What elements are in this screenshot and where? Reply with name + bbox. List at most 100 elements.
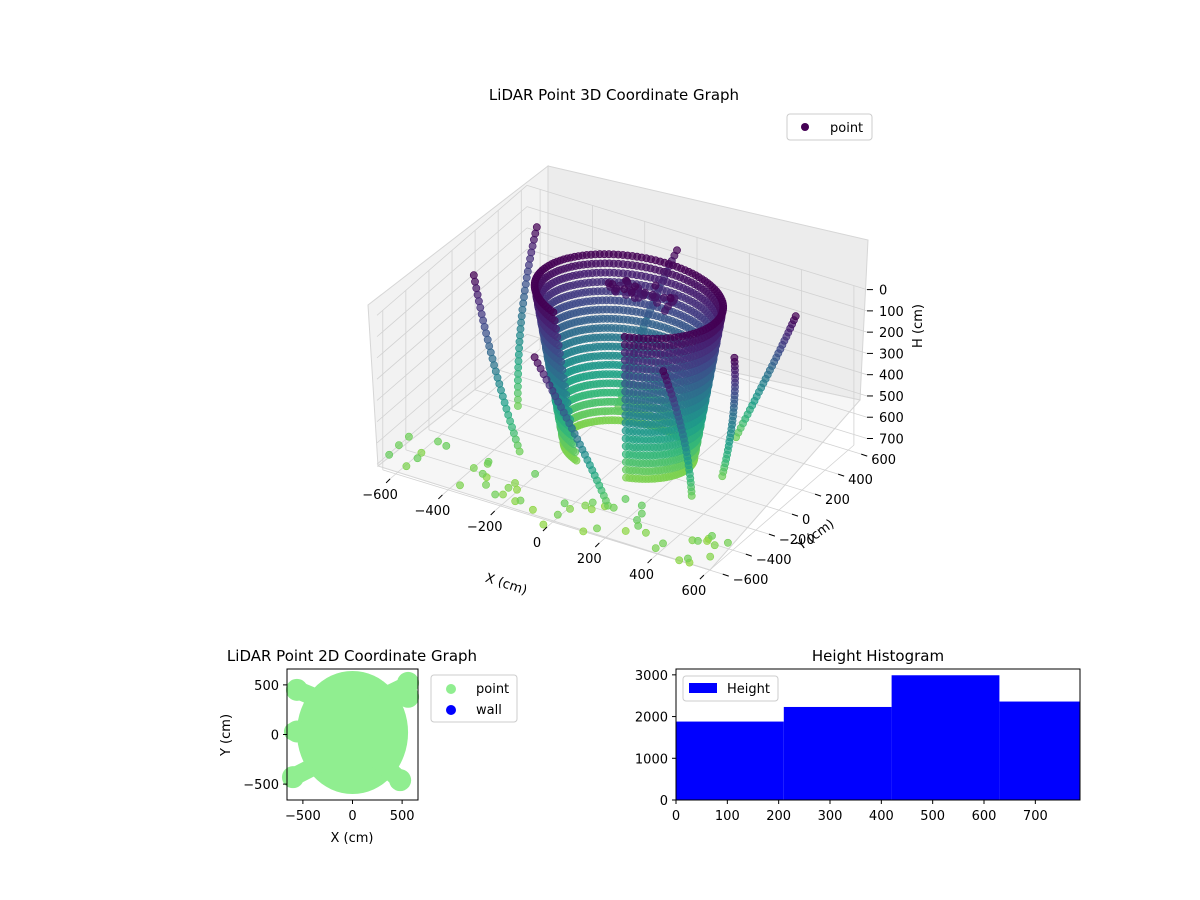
x-tick-3d bbox=[490, 510, 496, 516]
point-marker bbox=[621, 527, 630, 535]
z-tick-label-3d: 300 bbox=[879, 347, 904, 362]
x-tick-label-histogram: 100 bbox=[715, 809, 740, 824]
point-marker bbox=[621, 450, 630, 459]
point-marker bbox=[517, 312, 526, 321]
x-tick-label-3d: 0 bbox=[533, 536, 541, 551]
point-marker bbox=[402, 462, 411, 471]
grid-line-left-h bbox=[376, 185, 528, 316]
point-marker bbox=[385, 450, 394, 459]
point-marker bbox=[456, 481, 464, 490]
point-marker bbox=[675, 556, 684, 565]
point-marker bbox=[621, 395, 630, 404]
point-marker bbox=[621, 364, 629, 372]
point-marker bbox=[620, 332, 629, 341]
x-tick-label-3d: −600 bbox=[362, 488, 398, 503]
point-marker bbox=[413, 454, 422, 463]
point-marker bbox=[641, 288, 649, 297]
point-marker bbox=[473, 290, 482, 299]
y-tick-3d bbox=[837, 473, 845, 477]
point-marker bbox=[499, 490, 507, 499]
z-tick-label-3d: 700 bbox=[879, 432, 904, 447]
point-marker bbox=[593, 524, 601, 533]
point-marker bbox=[434, 437, 442, 446]
point-marker bbox=[532, 223, 541, 232]
legend-3d-marker bbox=[801, 123, 809, 131]
legend-2d-wall-marker bbox=[446, 705, 456, 715]
grid-line-left-h bbox=[376, 248, 528, 380]
point-marker bbox=[561, 382, 569, 391]
point-marker bbox=[566, 504, 574, 513]
point-marker bbox=[621, 418, 630, 427]
point-marker bbox=[653, 298, 661, 307]
point-marker bbox=[514, 402, 522, 410]
legend-3d: point bbox=[786, 113, 873, 141]
x-tick-label-histogram: 500 bbox=[920, 809, 945, 824]
point-marker bbox=[516, 325, 525, 333]
point-marker bbox=[555, 349, 564, 358]
point-marker bbox=[511, 479, 519, 487]
legend-histogram: Height bbox=[682, 675, 779, 702]
y-tick-label-histogram: 1000 bbox=[635, 752, 668, 767]
point-marker bbox=[514, 350, 523, 359]
grid-line-left-h bbox=[376, 291, 528, 422]
z-axis-label-3d: H (cm) bbox=[911, 304, 926, 348]
point-marker bbox=[476, 303, 485, 312]
point-arm-2d bbox=[368, 675, 418, 709]
point-marker bbox=[660, 293, 668, 302]
point-marker bbox=[516, 331, 524, 340]
point-marker bbox=[659, 539, 667, 548]
point-marker bbox=[520, 286, 529, 295]
y-tick-label-histogram: 3000 bbox=[635, 669, 668, 684]
point-marker bbox=[517, 318, 525, 327]
point-marker bbox=[530, 235, 538, 244]
point-marker bbox=[651, 281, 660, 290]
point-cloud-3d bbox=[385, 223, 800, 567]
axes-3d: −600 −400 −200 0 200 400 600 −600 −400 −200 0 200 40… bbox=[362, 284, 904, 600]
legend-2d-wall-label: wall bbox=[476, 703, 502, 718]
grid-line-floor-x bbox=[703, 444, 855, 576]
point-marker bbox=[472, 284, 481, 293]
legend-histogram-label: Height bbox=[727, 682, 770, 697]
x-axis-label-2d: X (cm) bbox=[331, 831, 374, 846]
point-marker bbox=[724, 538, 732, 547]
point-marker bbox=[404, 432, 413, 441]
point-marker bbox=[471, 277, 479, 286]
point-marker bbox=[621, 379, 629, 388]
y-tick-label-2d: −500 bbox=[243, 778, 279, 793]
point-marker bbox=[621, 403, 630, 412]
x-tick-label-2d: 500 bbox=[390, 809, 415, 824]
point-marker bbox=[520, 293, 528, 301]
point-marker bbox=[651, 544, 660, 552]
point-marker bbox=[469, 271, 478, 280]
x-axis-label-3d: X (cm) bbox=[483, 571, 529, 599]
point-marker bbox=[442, 441, 451, 450]
y-tick-label-histogram: 0 bbox=[660, 794, 668, 809]
y-tick-label-3d: 200 bbox=[825, 493, 850, 508]
point-marker bbox=[530, 353, 539, 362]
point-marker bbox=[513, 389, 522, 397]
x-tick-3d bbox=[594, 542, 600, 548]
point-marker bbox=[609, 503, 618, 512]
point-marker bbox=[519, 299, 528, 308]
grid-line-left-h bbox=[376, 227, 528, 359]
point-marker bbox=[558, 365, 567, 374]
point-marker bbox=[703, 537, 711, 545]
point-marker bbox=[531, 229, 540, 238]
x-tick-label-histogram: 600 bbox=[972, 809, 997, 824]
point-marker bbox=[417, 448, 426, 457]
ticks-histogram: 0 100 200 300 400 500 600 700 0 1000 2000 3000 bbox=[635, 669, 1048, 824]
point-arm-2d bbox=[368, 750, 410, 790]
point-marker bbox=[553, 510, 562, 519]
point-marker bbox=[572, 456, 581, 465]
point-marker bbox=[486, 348, 495, 357]
y-tick-label-3d: −200 bbox=[779, 533, 815, 548]
point-marker bbox=[634, 522, 643, 530]
z-tick-label-3d: 400 bbox=[879, 369, 904, 384]
point-marker bbox=[622, 473, 630, 482]
histogram-bars bbox=[676, 675, 1080, 800]
point-marker bbox=[469, 464, 478, 472]
point-marker bbox=[394, 441, 403, 449]
point-marker bbox=[515, 447, 524, 456]
y-tick-label-3d: 400 bbox=[848, 473, 873, 488]
point-marker bbox=[648, 290, 657, 299]
